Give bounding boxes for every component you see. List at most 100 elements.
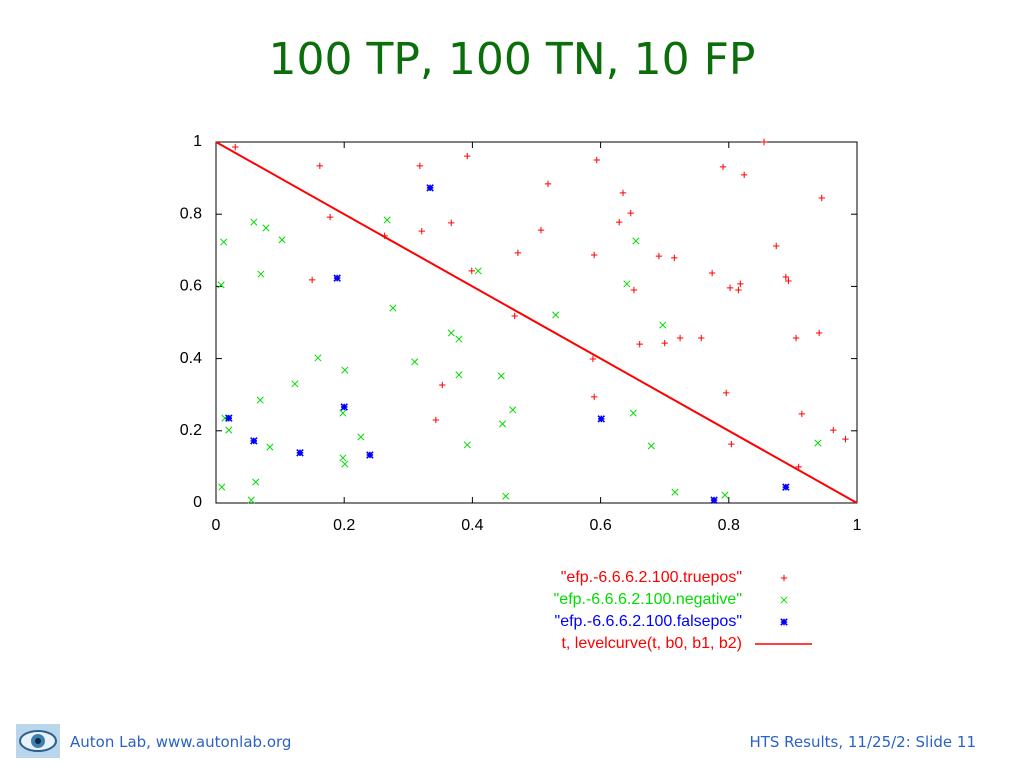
point <box>698 334 705 342</box>
point <box>250 437 258 445</box>
y-tick-label: 1 <box>193 133 202 150</box>
point <box>333 274 341 282</box>
point <box>316 162 324 170</box>
point <box>262 224 270 232</box>
x-tick-label: 1 <box>853 517 862 534</box>
level-curve <box>215 141 858 504</box>
x-tick-label: 0.4 <box>461 517 483 534</box>
y-tick-label: 0.6 <box>180 278 202 295</box>
point <box>623 280 631 288</box>
point <box>798 410 806 418</box>
point <box>225 414 233 422</box>
point <box>842 435 849 443</box>
point <box>256 396 264 404</box>
point <box>719 163 727 171</box>
point <box>785 277 792 285</box>
point <box>497 372 505 380</box>
point <box>514 249 522 257</box>
y-tick-label: 0.4 <box>180 350 202 367</box>
legend-label: "efp.-6.6.6.2.100.negative" <box>554 591 742 608</box>
point <box>225 426 233 434</box>
point <box>590 251 598 259</box>
point <box>632 237 640 245</box>
point <box>552 311 560 319</box>
point <box>455 335 463 343</box>
point <box>339 454 347 462</box>
y-tick-label: 0.2 <box>180 422 202 439</box>
point <box>593 156 600 164</box>
point <box>814 439 822 447</box>
point <box>590 393 598 401</box>
point <box>782 273 790 281</box>
legend-label: "efp.-6.6.6.2.100.falsepos" <box>555 613 742 630</box>
point <box>411 358 419 366</box>
legend-swatch <box>780 574 788 582</box>
point <box>341 366 349 374</box>
point <box>357 433 365 441</box>
x-tick-label: 0.2 <box>333 517 355 534</box>
point <box>247 496 255 504</box>
point <box>464 152 471 160</box>
x-tick-label: 0.8 <box>718 517 740 534</box>
point <box>782 483 790 491</box>
point <box>498 420 507 428</box>
point <box>250 218 258 226</box>
legend-label: t, levelcurve(t, b0, b1, b2) <box>561 635 742 652</box>
legend-label: "efp.-6.6.6.2.100.truepos" <box>561 569 742 586</box>
point <box>740 171 748 179</box>
footer-right: HTS Results, 11/25/2: Slide 11 <box>749 733 976 751</box>
point <box>447 329 455 337</box>
point <box>619 189 627 197</box>
point <box>502 492 510 500</box>
point <box>366 451 374 459</box>
point <box>418 227 425 235</box>
point <box>232 143 239 151</box>
x-tick-label: 0.6 <box>589 517 611 534</box>
point <box>383 216 391 224</box>
point <box>308 276 316 284</box>
legend-swatch <box>780 618 788 626</box>
point <box>537 226 545 234</box>
point <box>341 460 349 468</box>
point <box>339 409 347 417</box>
point <box>655 252 663 260</box>
point <box>416 162 424 170</box>
point <box>448 219 455 227</box>
point <box>710 496 718 504</box>
point <box>589 355 597 363</box>
legend-swatch <box>780 596 788 604</box>
point <box>815 329 823 337</box>
point <box>671 488 679 496</box>
logo <box>16 724 60 758</box>
point <box>340 403 348 411</box>
point <box>708 269 716 277</box>
point <box>659 321 667 329</box>
point <box>455 371 463 379</box>
footer-left: Auton Lab, www.autonlab.org <box>70 733 292 751</box>
point <box>296 449 304 457</box>
point <box>830 426 837 434</box>
point <box>597 415 606 423</box>
point <box>252 478 260 486</box>
point <box>389 304 397 312</box>
chart: 0 0.2 0.4 0.6 0.8 1 0 0.2 0.4 0.6 0.8 1 "efp.-6.6.6.… <box>180 133 862 652</box>
plot-frame <box>215 141 858 504</box>
point <box>723 389 730 397</box>
point <box>676 334 684 342</box>
point <box>257 270 265 278</box>
point <box>726 284 734 292</box>
point <box>218 483 226 491</box>
point <box>217 281 225 289</box>
point <box>511 312 518 320</box>
x-tick-label: 0 <box>212 517 221 534</box>
point <box>439 381 446 389</box>
point <box>266 443 274 451</box>
point <box>636 340 643 348</box>
point <box>314 354 322 362</box>
point <box>474 267 482 275</box>
point <box>773 242 780 250</box>
point <box>278 236 286 244</box>
point <box>792 334 800 342</box>
point <box>735 286 742 294</box>
